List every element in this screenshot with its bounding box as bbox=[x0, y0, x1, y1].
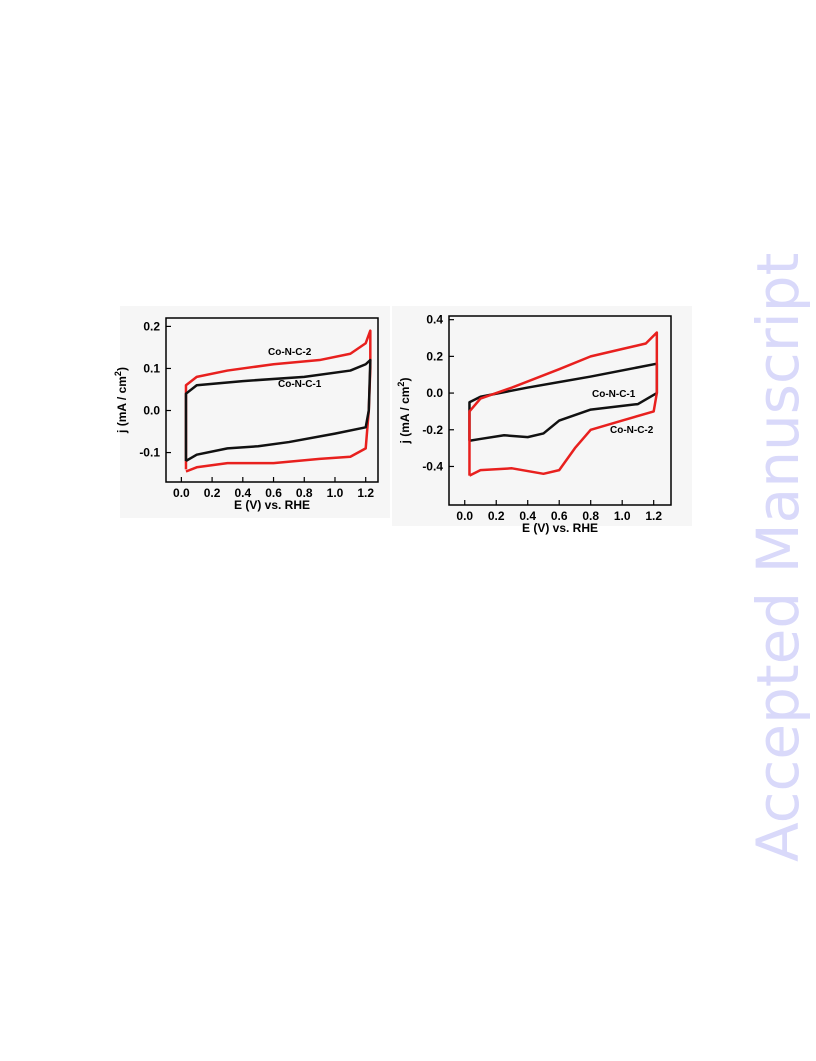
y-tick-label: 0.2 bbox=[143, 319, 160, 333]
x-tick-label: 0.2 bbox=[204, 486, 221, 500]
y-axis-label-part: j (mA / cm bbox=[115, 376, 129, 434]
y-axis-label-part: ) bbox=[115, 367, 129, 371]
legend-label: Co-N-C-2 bbox=[268, 347, 312, 358]
x-tick-label: 0.8 bbox=[582, 509, 599, 523]
plot-frame bbox=[165, 317, 379, 483]
y-axis-label: j (mA / cm2) bbox=[113, 367, 129, 434]
x-tick-label: 0.0 bbox=[173, 486, 190, 500]
legend-label: Co-N-C-2 bbox=[610, 425, 654, 436]
y-axis-label-part: 2 bbox=[113, 371, 123, 376]
y-tick-label: 0.2 bbox=[426, 349, 443, 363]
x-tick-label: 0.8 bbox=[296, 486, 313, 500]
x-tick-label: 1.2 bbox=[357, 486, 374, 500]
figure-bg bbox=[392, 306, 692, 526]
y-axis-label: j (mA / cm2) bbox=[396, 378, 412, 445]
watermark: Accepted Manuscript bbox=[744, 253, 812, 862]
y-tick-label: 0.1 bbox=[143, 361, 160, 375]
x-tick-label: 0.4 bbox=[234, 486, 251, 500]
x-tick-label: 0.0 bbox=[456, 509, 473, 523]
y-axis-label-part: 2 bbox=[396, 382, 406, 387]
x-tick-label: 1.0 bbox=[614, 509, 631, 523]
x-tick-label: 1.0 bbox=[327, 486, 344, 500]
x-axis-label: E (V) vs. RHE bbox=[234, 498, 310, 512]
x-tick-label: 1.2 bbox=[645, 509, 662, 523]
figure-bg bbox=[120, 306, 390, 518]
y-axis-label-part: ) bbox=[398, 378, 412, 382]
y-tick-label: -0.2 bbox=[422, 423, 443, 437]
x-axis-label: E (V) vs. RHE bbox=[522, 521, 598, 535]
legend-label: Co-N-C-1 bbox=[592, 389, 636, 400]
plot-frame bbox=[448, 315, 672, 506]
cv-curve bbox=[468, 331, 659, 477]
legend-label: Co-N-C-1 bbox=[278, 379, 322, 390]
y-tick-label: -0.4 bbox=[422, 459, 443, 473]
x-tick-label: 0.2 bbox=[488, 509, 505, 523]
y-tick-label: 0.4 bbox=[426, 313, 443, 327]
y-tick-label: 0.0 bbox=[143, 404, 160, 418]
cv-curve bbox=[184, 358, 372, 463]
x-tick-label: 0.6 bbox=[265, 486, 282, 500]
x-tick-label: 0.6 bbox=[551, 509, 568, 523]
y-tick-label: -0.1 bbox=[139, 446, 160, 460]
x-tick-label: 0.4 bbox=[519, 509, 536, 523]
cv-curve bbox=[468, 362, 659, 443]
y-axis-label-part: j (mA / cm bbox=[398, 387, 412, 445]
y-tick-label: 0.0 bbox=[426, 386, 443, 400]
cv-curve bbox=[184, 329, 372, 473]
